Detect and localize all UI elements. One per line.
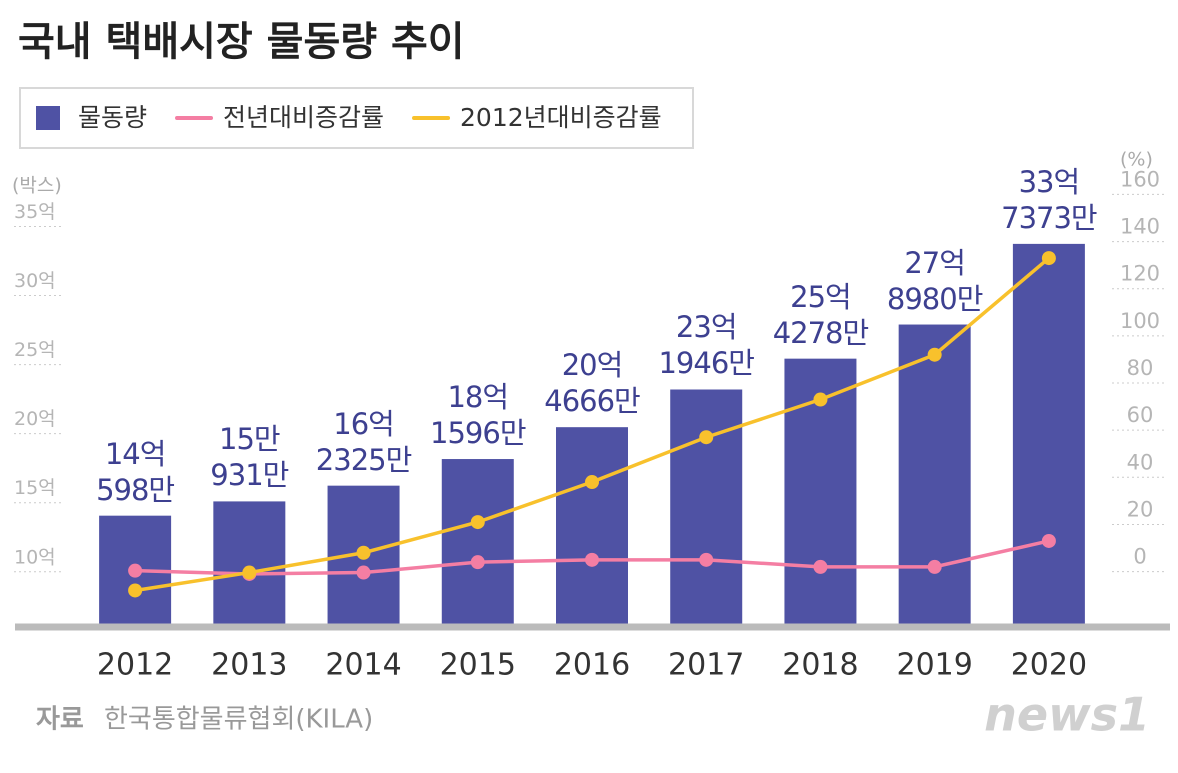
x-tick-label: 2015	[440, 648, 516, 683]
x-tick-label: 2017	[668, 648, 744, 683]
y2-tick-label: 60	[1127, 403, 1154, 427]
point	[813, 559, 828, 574]
legend-label: 전년대비증감률	[223, 103, 384, 132]
x-tick-label: 2012	[97, 648, 173, 683]
logo: news1	[984, 688, 1150, 742]
y2-tick-label: 160	[1120, 167, 1160, 191]
point	[585, 475, 599, 490]
value-label: 25억 4278만	[772, 279, 869, 350]
y2-tick-label: 80	[1127, 356, 1154, 380]
point	[585, 552, 599, 567]
point	[470, 515, 485, 530]
y2-tick-label: 120	[1120, 262, 1160, 286]
source: 한국통합물류협회(KILA)	[104, 705, 373, 735]
point	[1041, 251, 1056, 266]
legend-label: 2012년대비증감률	[460, 103, 662, 132]
point	[927, 559, 942, 574]
source-label: 자료	[36, 705, 84, 735]
y2-tick-label: 140	[1120, 215, 1160, 239]
legend-label: 물동량	[78, 103, 147, 132]
point	[128, 563, 143, 578]
bar	[1012, 243, 1085, 627]
x-tick-label: 2014	[325, 648, 401, 683]
y2-tick-label: 20	[1127, 497, 1154, 521]
point	[128, 583, 143, 598]
value-label: 20억 4666만	[544, 348, 640, 419]
value-label: 15만 931만	[210, 422, 289, 493]
y2-tick-label: 40	[1127, 450, 1154, 474]
point	[927, 347, 942, 362]
point	[470, 555, 485, 570]
point	[699, 552, 714, 567]
point	[699, 430, 714, 445]
y-axis-label: (박스)	[12, 175, 62, 197]
value-label: 14억 598만	[96, 436, 175, 507]
bar	[556, 427, 628, 627]
x-tick-label: 2018	[782, 648, 858, 683]
bar	[670, 389, 743, 627]
value-label: 33억 7373만	[1001, 164, 1097, 235]
x-tick-label: 2013	[211, 648, 287, 683]
point	[356, 545, 371, 560]
point	[356, 565, 371, 580]
value-label: 16억 2325만	[315, 406, 412, 477]
y2-axis-label: (%)	[1120, 149, 1153, 171]
x-tick-label: 2019	[896, 648, 972, 683]
value-label: 18억 1596만	[430, 380, 526, 451]
y2-tick-label: 100	[1120, 309, 1160, 333]
bar	[898, 324, 971, 627]
y-tick-label: 25억	[14, 339, 56, 361]
point	[242, 565, 257, 580]
legend-swatch	[36, 106, 60, 130]
y-tick-label: 20억	[14, 408, 56, 430]
legend-box	[19, 87, 694, 149]
y-tick-label: 30억	[14, 270, 56, 292]
value-label: 27억 8980만	[886, 245, 983, 316]
value-label: 23억 1946만	[658, 310, 754, 381]
x-tick-label: 2020	[1011, 648, 1087, 683]
y2-tick-label: 0	[1133, 545, 1146, 569]
point	[1041, 533, 1056, 548]
y-tick-label: 15억	[14, 477, 56, 499]
bar	[213, 501, 286, 627]
chart-title: 국내 택배시장 물동량 추이	[18, 19, 465, 65]
y-tick-label: 10억	[14, 546, 56, 568]
x-tick-label: 2016	[554, 648, 630, 683]
point	[813, 392, 828, 407]
y-tick-label: 35억	[14, 201, 56, 223]
bar	[441, 459, 514, 627]
